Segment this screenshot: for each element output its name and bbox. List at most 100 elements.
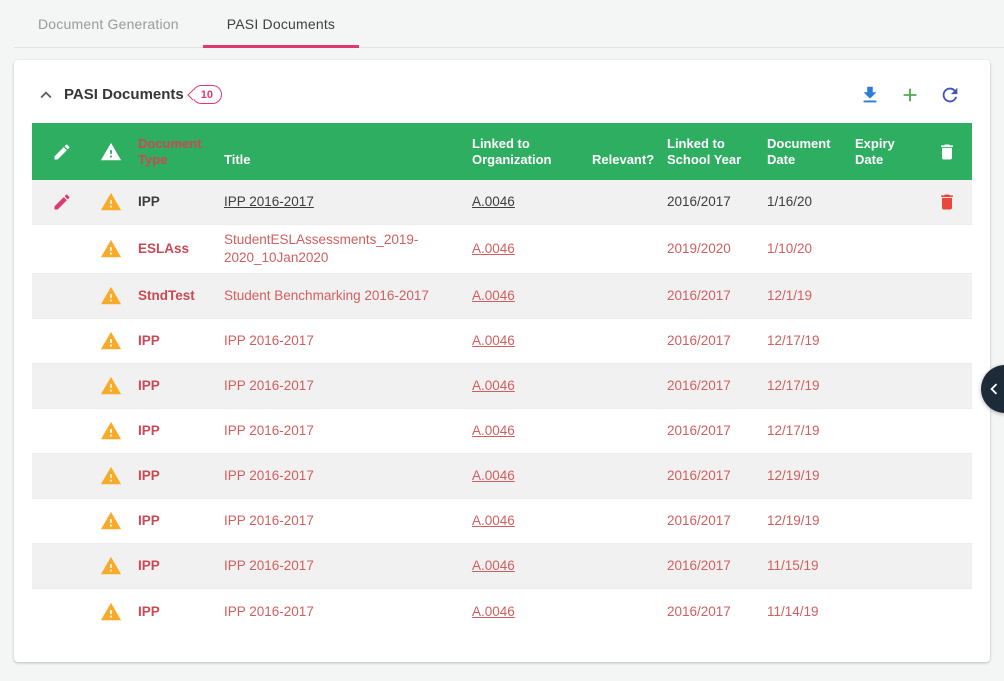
warning-column-header-icon: [92, 141, 130, 163]
organization-link[interactable]: A.0046: [472, 604, 515, 619]
warning-icon: [100, 238, 122, 260]
table-row: StndTest Student Benchmarking 2016-2017 …: [32, 274, 972, 319]
relevant-cell: [592, 335, 667, 347]
organization-link[interactable]: A.0046: [472, 241, 515, 256]
document-type-cell: StndTest: [130, 281, 224, 311]
tab-document-generation[interactable]: Document Generation: [14, 0, 203, 47]
collapse-chevron-up-icon[interactable]: [34, 83, 58, 107]
warning-icon: [100, 465, 122, 487]
school-year-cell: 2016/2017: [667, 506, 767, 536]
tab-pasi-documents[interactable]: PASI Documents: [203, 0, 359, 47]
organization-link[interactable]: A.0046: [472, 333, 515, 348]
warning-icon: [100, 285, 122, 307]
warning-icon: [100, 191, 122, 213]
count-badge: 10: [192, 85, 222, 104]
organization-link[interactable]: A.0046: [472, 513, 515, 528]
document-date-cell: 12/17/19: [767, 371, 855, 401]
header-relevant: Relevant?: [592, 142, 667, 180]
organization-link[interactable]: A.0046: [472, 378, 515, 393]
document-title-cell: IPP 2016-2017: [224, 371, 472, 401]
warning-icon: [100, 510, 122, 532]
header-document-type: Document Type: [130, 126, 224, 180]
refresh-icon[interactable]: [938, 83, 962, 107]
document-title-cell: IPP 2016-2017: [224, 187, 472, 217]
document-date-cell: 1/10/20: [767, 234, 855, 264]
expiry-date-cell: [855, 560, 922, 572]
document-date-cell: 1/16/20: [767, 187, 855, 217]
document-title: IPP 2016-2017: [224, 513, 314, 528]
document-title-cell: IPP 2016-2017: [224, 597, 472, 627]
document-type-cell: IPP: [130, 597, 224, 627]
school-year-cell: 2019/2020: [667, 234, 767, 264]
warning-icon: [100, 601, 122, 623]
table-row: IPP IPP 2016-2017 A.0046 2016/2017 12/19…: [32, 499, 972, 544]
expiry-date-cell: [855, 470, 922, 482]
table-body: IPP IPP 2016-2017 A.0046 2016/2017 1/16/…: [32, 180, 972, 634]
organization-link[interactable]: A.0046: [472, 194, 515, 209]
header-title: Title: [224, 142, 472, 180]
document-type-cell: ESLAss: [130, 234, 224, 264]
delete-icon[interactable]: [937, 192, 957, 212]
document-title: IPP 2016-2017: [224, 604, 314, 619]
school-year-cell: 2016/2017: [667, 551, 767, 581]
school-year-cell: 2016/2017: [667, 371, 767, 401]
document-title-cell: IPP 2016-2017: [224, 416, 472, 446]
document-type-cell: IPP: [130, 551, 224, 581]
school-year-cell: 2016/2017: [667, 416, 767, 446]
document-title-cell: IPP 2016-2017: [224, 326, 472, 356]
table-row: IPP IPP 2016-2017 A.0046 2016/2017 12/17…: [32, 409, 972, 454]
relevant-cell: [592, 606, 667, 618]
school-year-cell: 2016/2017: [667, 326, 767, 356]
download-icon[interactable]: [858, 83, 882, 107]
table-row: IPP IPP 2016-2017 A.0046 2016/2017 11/15…: [32, 544, 972, 589]
header-expiry-date: Expiry Date: [855, 126, 922, 180]
document-date-cell: 11/15/19: [767, 551, 855, 581]
document-type-cell: IPP: [130, 187, 224, 217]
document-title: StudentESLAssessments_2019-2020_10Jan202…: [224, 232, 418, 265]
document-title: Student Benchmarking 2016-2017: [224, 288, 429, 303]
expiry-date-cell: [855, 243, 922, 255]
table-row: IPP IPP 2016-2017 A.0046 2016/2017 1/16/…: [32, 180, 972, 225]
document-title: IPP 2016-2017: [224, 378, 314, 393]
table-row: ESLAss StudentESLAssessments_2019-2020_1…: [32, 225, 972, 274]
panel-title: PASI Documents: [64, 86, 184, 103]
document-date-cell: 11/14/19: [767, 597, 855, 627]
document-date-cell: 12/17/19: [767, 326, 855, 356]
organization-link[interactable]: A.0046: [472, 423, 515, 438]
warning-icon: [100, 375, 122, 397]
school-year-cell: 2016/2017: [667, 461, 767, 491]
organization-link[interactable]: A.0046: [472, 468, 515, 483]
school-year-cell: 2016/2017: [667, 187, 767, 217]
document-type-cell: IPP: [130, 461, 224, 491]
organization-link[interactable]: A.0046: [472, 288, 515, 303]
organization-link[interactable]: A.0046: [472, 558, 515, 573]
expiry-date-cell: [855, 335, 922, 347]
panel-header: PASI Documents 10: [32, 60, 972, 123]
document-type-cell: IPP: [130, 371, 224, 401]
document-type-cell: IPP: [130, 326, 224, 356]
edit-column-header-icon: [32, 142, 92, 162]
header-linked-to-school-year: Linked to School Year: [667, 126, 767, 180]
relevant-cell: [592, 243, 667, 255]
document-title: IPP 2016-2017: [224, 423, 314, 438]
panel-toolbar: [858, 83, 970, 107]
document-title-cell: Student Benchmarking 2016-2017: [224, 281, 472, 311]
document-date-cell: 12/1/19: [767, 281, 855, 311]
tab-bar: Document Generation PASI Documents: [14, 0, 1004, 48]
expiry-date-cell: [855, 290, 922, 302]
add-icon[interactable]: [898, 83, 922, 107]
pasi-documents-table: Document Type Title Linked to Organizati…: [32, 123, 972, 634]
expiry-date-cell: [855, 515, 922, 527]
school-year-cell: 2016/2017: [667, 281, 767, 311]
relevant-cell: [592, 560, 667, 572]
table-row: IPP IPP 2016-2017 A.0046 2016/2017 12/17…: [32, 364, 972, 409]
document-title[interactable]: IPP 2016-2017: [224, 194, 314, 209]
table-row: IPP IPP 2016-2017 A.0046 2016/2017 12/19…: [32, 454, 972, 499]
relevant-cell: [592, 470, 667, 482]
document-title-cell: IPP 2016-2017: [224, 551, 472, 581]
edit-icon[interactable]: [52, 192, 72, 212]
expiry-date-cell: [855, 606, 922, 618]
document-type-cell: IPP: [130, 416, 224, 446]
relevant-cell: [592, 196, 667, 208]
warning-icon: [100, 420, 122, 442]
